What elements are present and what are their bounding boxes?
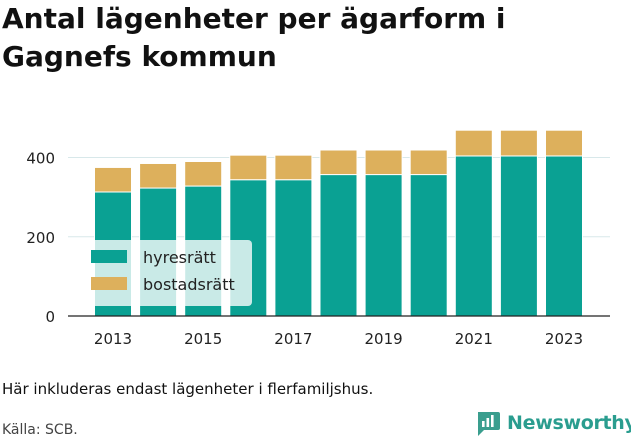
bar-hyresratt-2019 (364, 174, 403, 317)
x-tick-label: 2019 (365, 330, 403, 348)
brand-name: Newsworthy (507, 412, 631, 434)
legend-swatch-hyresratt (91, 250, 127, 263)
chart-title: Antal lägenheter per ägarform i Gagnefs … (2, 2, 506, 73)
legend-label-bostadsratt: bostadsrätt (143, 275, 235, 294)
chart-source: Källa: SCB. (2, 422, 78, 438)
bar-bostadsratt-2021 (454, 129, 493, 157)
bar-bostadsratt-2017 (274, 154, 313, 181)
bar-bostadsratt-2020 (409, 149, 448, 176)
x-tick-label: 2013 (94, 330, 132, 348)
x-tick-label: 2017 (274, 330, 312, 348)
x-tick-label: 2023 (545, 330, 583, 348)
brand-logo[interactable]: Newsworthy (476, 408, 631, 438)
x-tick-label: 2015 (184, 330, 222, 348)
bar-bostadsratt-2022 (499, 129, 538, 157)
legend-label-hyresratt: hyresrätt (143, 248, 216, 267)
chart-note: Här inkluderas endast lägenheter i flerf… (2, 380, 374, 398)
bar-bostadsratt-2013 (94, 166, 132, 193)
bar-hyresratt-2021 (454, 155, 493, 317)
newsworthy-logo-icon (478, 412, 500, 436)
bar-hyresratt-2017 (274, 179, 313, 317)
bar-bostadsratt-2015 (184, 161, 223, 187)
bar-bostadsratt-2019 (364, 149, 403, 176)
y-tick-label: 400 (26, 150, 55, 168)
bar-hyresratt-2018 (319, 174, 358, 317)
bar-hyresratt-2020 (409, 174, 448, 317)
x-tick-label: 2021 (455, 330, 493, 348)
y-tick-label: 0 (45, 308, 55, 326)
legend-swatch-bostadsratt (91, 277, 127, 290)
bar-hyresratt-2022 (499, 155, 538, 317)
bar-bostadsratt-2018 (319, 149, 358, 176)
bar-bostadsratt-2014 (139, 162, 178, 189)
y-tick-label: 200 (26, 229, 55, 247)
bar-hyresratt-2023 (545, 155, 583, 317)
bar-bostadsratt-2023 (545, 129, 583, 157)
bar-bostadsratt-2016 (229, 154, 268, 181)
